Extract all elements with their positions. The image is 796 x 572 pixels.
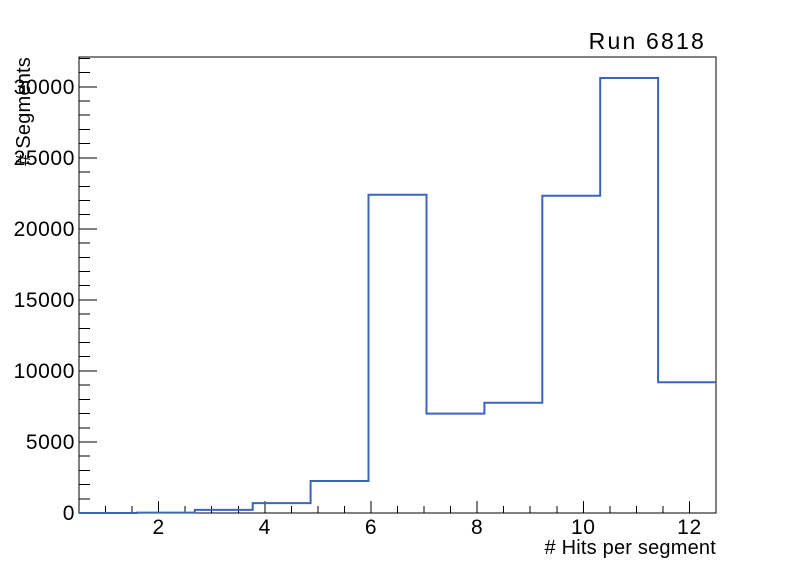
axis-tick-labels: 2 4 6 8 10 12 0 5000 10000 15000 20000 25000 30000 [14,76,702,539]
y-tick-label: 10000 [14,360,75,383]
x-tick-label: 8 [471,516,483,539]
x-axis-title: # Hits per segment [545,537,717,559]
x-tick-label: 10 [571,516,596,539]
y-tick-label: 20000 [14,218,75,241]
y-axis-title: # Segments [13,57,35,166]
axis-ticks [79,57,690,514]
plot-frame [78,56,717,514]
y-tick-label: 30000 [14,76,75,99]
y-tick-label: 0 [63,502,75,525]
x-tick-label: 2 [152,516,164,539]
histogram-series-line [79,77,716,514]
x-tick-label: 4 [259,516,271,539]
y-tick-label: 15000 [14,289,75,312]
chart-title: Run 6818 [589,28,706,54]
x-tick-label: 6 [365,516,377,539]
x-tick-label: 12 [677,516,702,539]
y-tick-label: 25000 [14,147,75,170]
y-tick-label: 5000 [26,431,75,454]
